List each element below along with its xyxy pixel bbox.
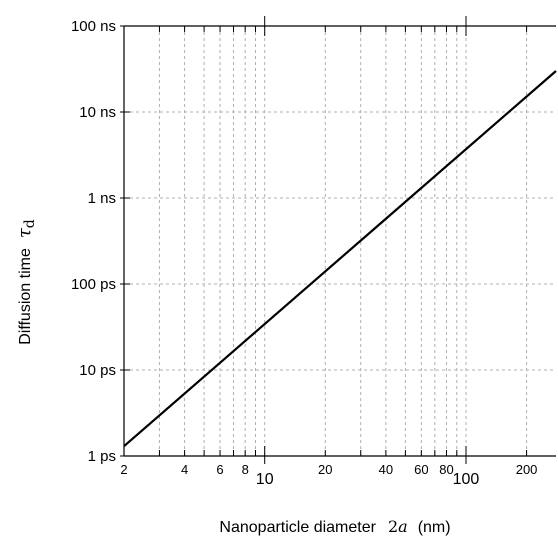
x-minor-tick-label: 4 — [181, 462, 188, 477]
x-major-tick-label: 100 — [453, 471, 480, 488]
x-axis-label-math-num: 2 — [388, 517, 398, 536]
axes — [120, 16, 556, 464]
x-major-tick-label: 10 — [256, 471, 274, 488]
x-axis-label: Nanoparticle diameter 2a (nm) — [219, 517, 450, 536]
series-line — [123, 70, 557, 448]
x-minor-tick-label: 2 — [120, 462, 127, 477]
x-minor-tick-label: 80 — [439, 462, 453, 477]
x-minor-tick-label: 60 — [414, 462, 428, 477]
y-axis-label-math-sub: d — [22, 219, 38, 228]
y-tick-label: 1 ps — [88, 448, 116, 465]
y-axis-label: Diffusion time τd — [14, 219, 38, 345]
y-tick-label: 100 ns — [71, 18, 116, 35]
y-tick-label: 100 ps — [71, 276, 116, 293]
y-tick-label: 10 ps — [79, 362, 116, 379]
series-layer — [123, 70, 557, 448]
x-minor-tick-label: 6 — [216, 462, 223, 477]
tick-labels: 2 4 6 8 20 40 60 80 200 10 100 1 ps 10 ps 100 ps 1 ns 1… — [71, 18, 537, 488]
y-axis-label-text: Diffusion time — [17, 248, 34, 345]
x-axis-label-math-var: a — [398, 517, 408, 536]
y-axis-label-math-var: τ — [14, 227, 35, 238]
x-minor-tick-label: 20 — [318, 462, 332, 477]
y-tick-label: 10 ns — [79, 104, 116, 121]
x-axis-label-unit: (nm) — [418, 519, 451, 536]
x-axis-label-text: Nanoparticle diameter — [219, 519, 376, 536]
x-minor-tick-label: 40 — [379, 462, 393, 477]
x-minor-tick-label: 200 — [516, 462, 538, 477]
y-tick-label: 1 ns — [88, 190, 116, 207]
grid-lines — [124, 26, 556, 456]
x-minor-tick-label: 8 — [242, 462, 249, 477]
